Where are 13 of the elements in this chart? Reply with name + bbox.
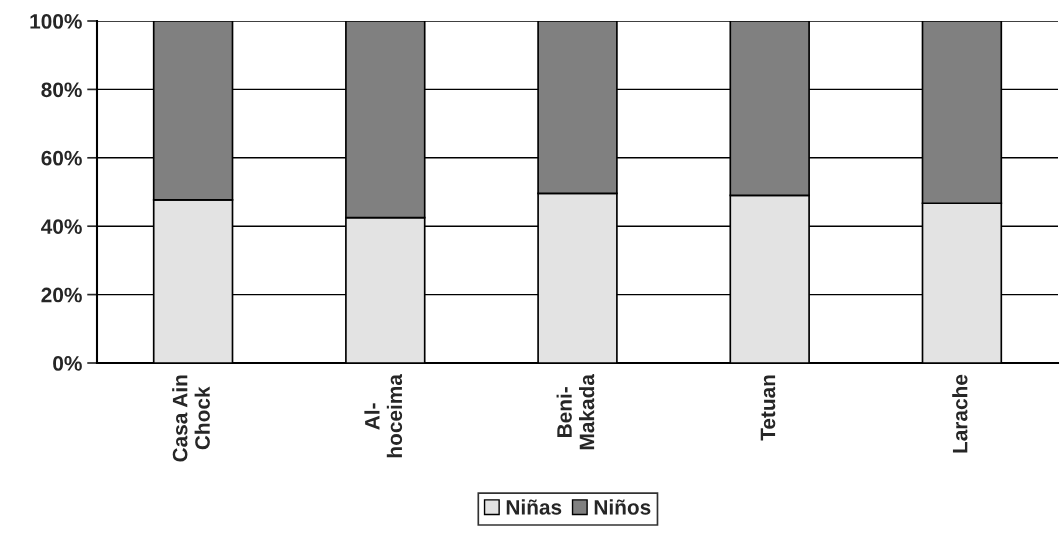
y-tick-label: 20% <box>41 287 82 303</box>
legend-label: Niños <box>594 499 651 515</box>
x-tick-label: Larache <box>952 374 968 453</box>
legend-label: Niñas <box>506 499 562 515</box>
y-tick-label: 0% <box>53 356 82 371</box>
x-tick-label: Casa Ain Chock <box>172 375 210 462</box>
x-tick-label: Beni- Makada <box>556 373 595 450</box>
y-tick-label: 40% <box>41 219 82 234</box>
y-tick-label: 80% <box>41 82 82 98</box>
y-tick-label: 100% <box>30 14 82 29</box>
y-tick-label: 60% <box>41 150 82 166</box>
x-tick-label: Al- hoceima <box>364 373 403 458</box>
x-tick-label: Tetuan <box>760 375 776 441</box>
